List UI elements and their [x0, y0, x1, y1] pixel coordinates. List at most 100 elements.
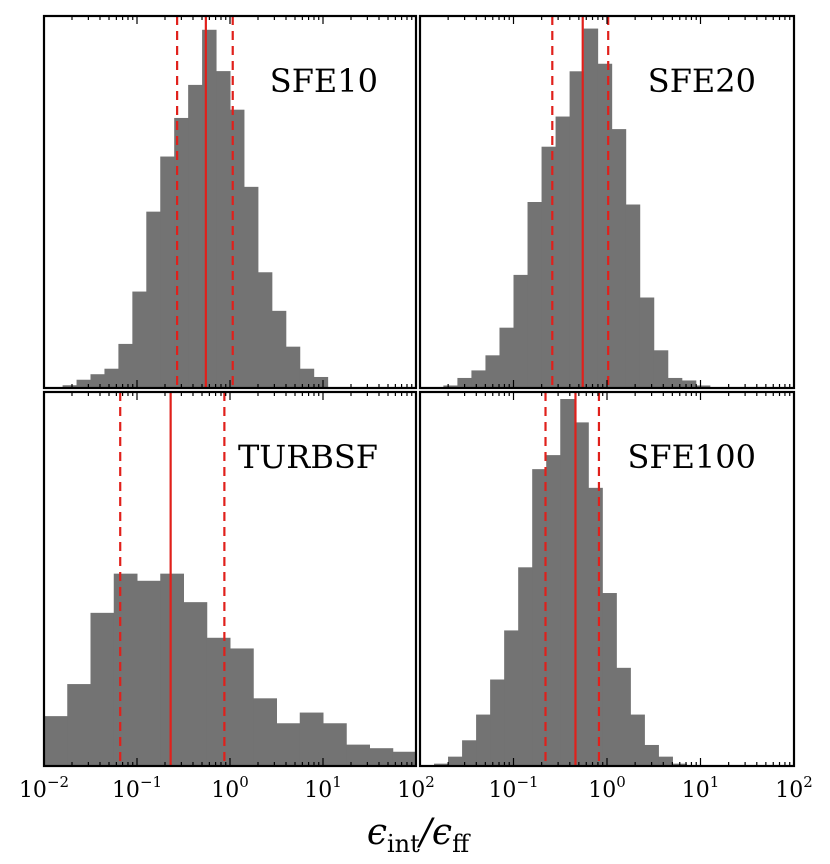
x-tick-exponent: −1 — [516, 773, 538, 791]
histogram-bar — [434, 763, 449, 766]
x-tick-exponent: −2 — [47, 773, 69, 791]
histogram-bar — [574, 422, 589, 766]
histogram-bar — [346, 744, 370, 766]
panel-label: SFE100 — [627, 438, 756, 476]
x-tick-base: 10 — [488, 778, 516, 803]
histogram-bar — [597, 63, 613, 388]
histogram-bar — [639, 297, 655, 388]
panel-frame — [42, 14, 418, 390]
histogram-bar — [202, 29, 217, 388]
histogram-bar — [457, 377, 472, 388]
histogram-bar — [541, 146, 557, 388]
histogram-bar — [118, 343, 133, 388]
histogram-bar — [471, 370, 486, 388]
x-label-sub-ff: ff — [452, 830, 471, 858]
histogram-bar — [653, 350, 669, 388]
histogram-bar — [299, 368, 315, 388]
panel-sfe100: SFE100 — [418, 390, 796, 768]
histogram-bar — [285, 346, 301, 388]
x-tick-label: 101 — [304, 773, 342, 803]
histogram-bar — [518, 567, 533, 766]
histogram-bar — [160, 156, 175, 388]
histogram-bar — [546, 455, 561, 766]
x-label-sub-int: int — [387, 830, 420, 858]
histogram-bar — [323, 723, 347, 766]
x-tick-base: 10 — [775, 778, 803, 803]
histogram-bar — [527, 202, 543, 388]
histogram-bar — [257, 272, 273, 388]
panel-plot-area — [434, 392, 687, 766]
histogram-bar — [137, 580, 161, 766]
histogram-bar — [560, 399, 575, 766]
histogram-bar — [616, 667, 631, 766]
histogram-bar — [658, 756, 673, 766]
histogram-bar — [271, 310, 287, 388]
x-tick-base: 10 — [682, 778, 710, 803]
histogram-bar — [532, 469, 547, 766]
x-tick-exponent: 0 — [616, 773, 626, 791]
panel-label: SFE20 — [648, 62, 756, 100]
histogram-bar — [485, 355, 500, 388]
histogram-bar — [588, 487, 603, 766]
panel-sfe20: SFE20 — [418, 14, 796, 390]
panels-group: SFE10 SFE20 TURBSF SFE100 — [42, 14, 796, 768]
x-tick-label: 10−2 — [19, 773, 69, 803]
histogram-bar — [611, 129, 627, 388]
histogram-bar — [630, 714, 645, 766]
panel-sfe10: SFE10 — [42, 14, 418, 390]
panel-turbsf: TURBSF — [42, 390, 418, 768]
histogram-bar — [681, 380, 697, 388]
histogram-bar — [504, 630, 519, 766]
histogram-bar — [555, 116, 571, 388]
x-axis-group: 10−2 10−1 100 101 102 10−1 100 101 102 — [19, 773, 813, 803]
x-label-slash: / — [417, 812, 436, 853]
panel-label: SFE10 — [270, 62, 378, 100]
panel-frame — [42, 390, 418, 768]
x-label-epsilon-1: ϵ — [367, 812, 387, 853]
histogram-bar — [230, 648, 254, 766]
histogram-bar — [44, 716, 68, 766]
histogram-bar — [146, 211, 161, 388]
x-tick-label: 10−1 — [488, 773, 538, 803]
histogram-bar — [462, 740, 477, 766]
histogram-bar — [90, 374, 105, 388]
histogram-bar — [243, 186, 259, 388]
x-tick-base: 10 — [19, 778, 47, 803]
histogram-bar — [253, 698, 277, 766]
histogram-bar — [206, 637, 231, 766]
panel-plot-area — [62, 16, 329, 388]
histogram-bar — [216, 71, 231, 388]
histogram-bar — [104, 368, 119, 388]
histogram-bar — [667, 377, 683, 388]
histogram-bar — [392, 751, 416, 766]
histogram-bar — [499, 327, 514, 388]
x-tick-label: 100 — [588, 773, 626, 803]
histogram-bar — [132, 291, 147, 388]
histogram-bar — [490, 679, 505, 766]
x-tick-base: 10 — [397, 778, 425, 803]
x-tick-label: 102 — [775, 773, 813, 803]
histogram-bar — [369, 748, 394, 766]
x-tick-exponent: 1 — [332, 773, 342, 791]
histogram-bar — [67, 684, 91, 766]
histogram-bar — [625, 204, 641, 388]
histogram-bar — [62, 385, 78, 388]
histogram-bar — [276, 723, 301, 766]
x-tick-base: 10 — [304, 778, 332, 803]
x-label-epsilon-2: ϵ — [432, 812, 452, 853]
x-tick-label: 102 — [397, 773, 435, 803]
x-tick-exponent: −1 — [140, 773, 162, 791]
histogram-bar — [183, 602, 208, 766]
histogram-bar — [583, 28, 599, 388]
panel-plot-area — [44, 392, 416, 766]
x-tick-label: 100 — [211, 773, 249, 803]
histogram-bar — [160, 573, 184, 766]
histogram-bar — [602, 593, 617, 766]
histogram-bar — [188, 84, 203, 388]
x-tick-exponent: 0 — [239, 773, 249, 791]
histogram-bar — [695, 385, 711, 388]
histogram-bar — [76, 379, 91, 388]
panel-frame — [418, 390, 796, 768]
x-tick-base: 10 — [112, 778, 140, 803]
